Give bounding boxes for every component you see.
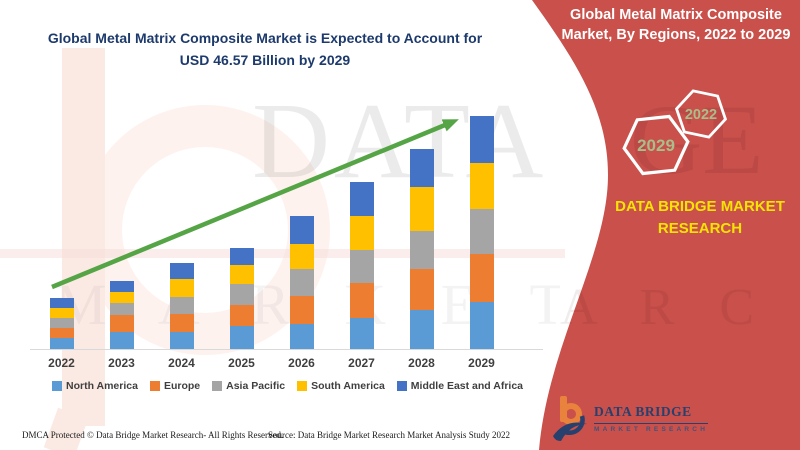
legend-item-middle-east-and-africa: Middle East and Africa xyxy=(396,380,524,392)
bar-segment-south-america xyxy=(409,187,434,231)
bar-segment-europe xyxy=(469,254,494,303)
x-axis-label-2025: 2025 xyxy=(228,356,255,370)
bar-segment-south-america xyxy=(289,243,314,269)
bar-segment-middle-east-and-africa xyxy=(109,281,134,292)
banner-watermark-row2: A R C H xyxy=(560,282,800,334)
year-hexagons: 2029 2022 xyxy=(622,89,728,176)
bar-segment-middle-east-and-africa xyxy=(169,263,194,279)
bar-segment-europe xyxy=(109,315,134,332)
legend-label-north-america: North America xyxy=(65,380,138,392)
bar-segment-south-america xyxy=(109,291,134,303)
banner-title-line1: Global Metal Matrix Composite xyxy=(570,7,782,23)
footer-dmca: DMCA Protected © Data Bridge Market Rese… xyxy=(22,430,284,440)
banner-brand-line1: DATA BRIDGE MARKET xyxy=(615,198,785,215)
bar-segment-asia-pacific xyxy=(109,302,134,315)
x-axis-label-2022: 2022 xyxy=(48,356,75,370)
data-bridge-logo-icon xyxy=(553,396,587,441)
bar-segment-south-america xyxy=(349,215,374,250)
legend-swatch-asia-pacific xyxy=(212,381,223,391)
bar-segment-asia-pacific xyxy=(289,269,314,296)
banner-brand-line2: RESEARCH xyxy=(657,220,743,237)
legend-swatch-middle-east-and-africa xyxy=(396,381,407,391)
bar-segment-north-america xyxy=(409,310,434,349)
bar-segment-middle-east-and-africa xyxy=(289,216,314,244)
bar-segment-middle-east-and-africa xyxy=(49,298,74,308)
trend-arrow xyxy=(51,119,459,290)
bar-segment-north-america xyxy=(229,325,254,349)
legend-item-europe: Europe xyxy=(149,380,201,392)
logo-title: DATA BRIDGE xyxy=(594,404,709,424)
legend-item-north-america: North America xyxy=(51,380,138,392)
bar-segment-asia-pacific xyxy=(409,230,434,269)
legend-swatch-south-america xyxy=(297,381,308,391)
legend-swatch-europe xyxy=(149,381,160,391)
bar-segment-asia-pacific xyxy=(49,317,74,328)
bar-2028 xyxy=(409,148,434,349)
bar-segment-asia-pacific xyxy=(469,209,494,255)
chart-headline-line1: Global Metal Matrix Composite Market is … xyxy=(47,30,483,46)
bar-segment-north-america xyxy=(469,302,494,349)
bar-segment-north-america xyxy=(49,337,74,349)
x-axis-label-2027: 2027 xyxy=(348,356,375,370)
bar-segment-north-america xyxy=(289,324,314,349)
bar-2023 xyxy=(109,281,134,349)
bar-segment-south-america xyxy=(49,308,74,318)
bar-segment-europe xyxy=(49,327,74,338)
banner-title: Global Metal Matrix Composite Market, By… xyxy=(552,5,800,45)
bar-2022 xyxy=(49,298,74,349)
legend-label-asia-pacific: Asia Pacific xyxy=(226,380,286,392)
hexagon-2029-label: 2029 xyxy=(637,136,675,155)
bar-2026 xyxy=(289,216,314,349)
legend-label-south-america: South America xyxy=(311,380,385,392)
x-axis-label-2023: 2023 xyxy=(108,356,135,370)
bar-segment-europe xyxy=(229,305,254,326)
bar-segment-asia-pacific xyxy=(229,284,254,305)
chart-headline: Global Metal Matrix Composite Market is … xyxy=(25,27,505,71)
bar-2027 xyxy=(349,182,374,349)
bar-segment-europe xyxy=(409,269,434,310)
legend-item-south-america: South America xyxy=(297,380,385,392)
chart-legend: North America Europe Asia Pacific South Ame… xyxy=(30,380,545,392)
bar-segment-south-america xyxy=(229,265,254,284)
bar-2029 xyxy=(469,116,494,349)
x-axis-label-2024: 2024 xyxy=(168,356,195,370)
bar-segment-middle-east-and-africa xyxy=(469,116,494,163)
bar-segment-europe xyxy=(289,295,314,324)
bar-segment-middle-east-and-africa xyxy=(409,148,434,187)
bar-2025 xyxy=(229,247,254,349)
chart-headline-line2: USD 46.57 Billion by 2029 xyxy=(179,52,351,68)
bar-2024 xyxy=(169,263,194,349)
bar-segment-middle-east-and-africa xyxy=(229,247,254,265)
bar-segment-europe xyxy=(349,282,374,318)
bar-segment-north-america xyxy=(349,317,374,349)
legend-swatch-north-america xyxy=(51,381,62,391)
footer-source: Source: Data Bridge Market Research Mark… xyxy=(268,430,510,440)
x-axis-label-2026: 2026 xyxy=(288,356,315,370)
banner-title-line2: Market, By Regions, 2022 to 2029 xyxy=(561,27,791,43)
bar-segment-north-america xyxy=(169,332,194,349)
bar-segment-asia-pacific xyxy=(169,296,194,314)
bar-segment-north-america xyxy=(109,331,134,349)
hexagon-2022-label: 2022 xyxy=(685,107,717,123)
bar-segment-south-america xyxy=(169,279,194,297)
stacked-bar-chart: 2022 2023 2024 2025 2026 2027 2028 2029 xyxy=(30,80,545,380)
logo-subtitle: MARKET RESEARCH xyxy=(594,425,709,433)
bar-segment-asia-pacific xyxy=(349,250,374,283)
legend-label-middle-east-and-africa: Middle East and Africa xyxy=(410,380,524,392)
legend-label-europe: Europe xyxy=(163,380,201,392)
legend-item-asia-pacific: Asia Pacific xyxy=(212,380,285,392)
bar-segment-europe xyxy=(169,314,194,332)
bar-segment-middle-east-and-africa xyxy=(349,182,374,216)
data-bridge-logo: DATA BRIDGE MARKET RESEARCH xyxy=(552,394,709,442)
banner-brand-text: DATA BRIDGE MARKET RESEARCH xyxy=(602,196,798,240)
x-axis-label-2029: 2029 xyxy=(468,356,495,370)
bar-segment-south-america xyxy=(469,162,494,210)
x-axis-label-2028: 2028 xyxy=(408,356,435,370)
watermark-logo-b-tail xyxy=(43,407,89,450)
